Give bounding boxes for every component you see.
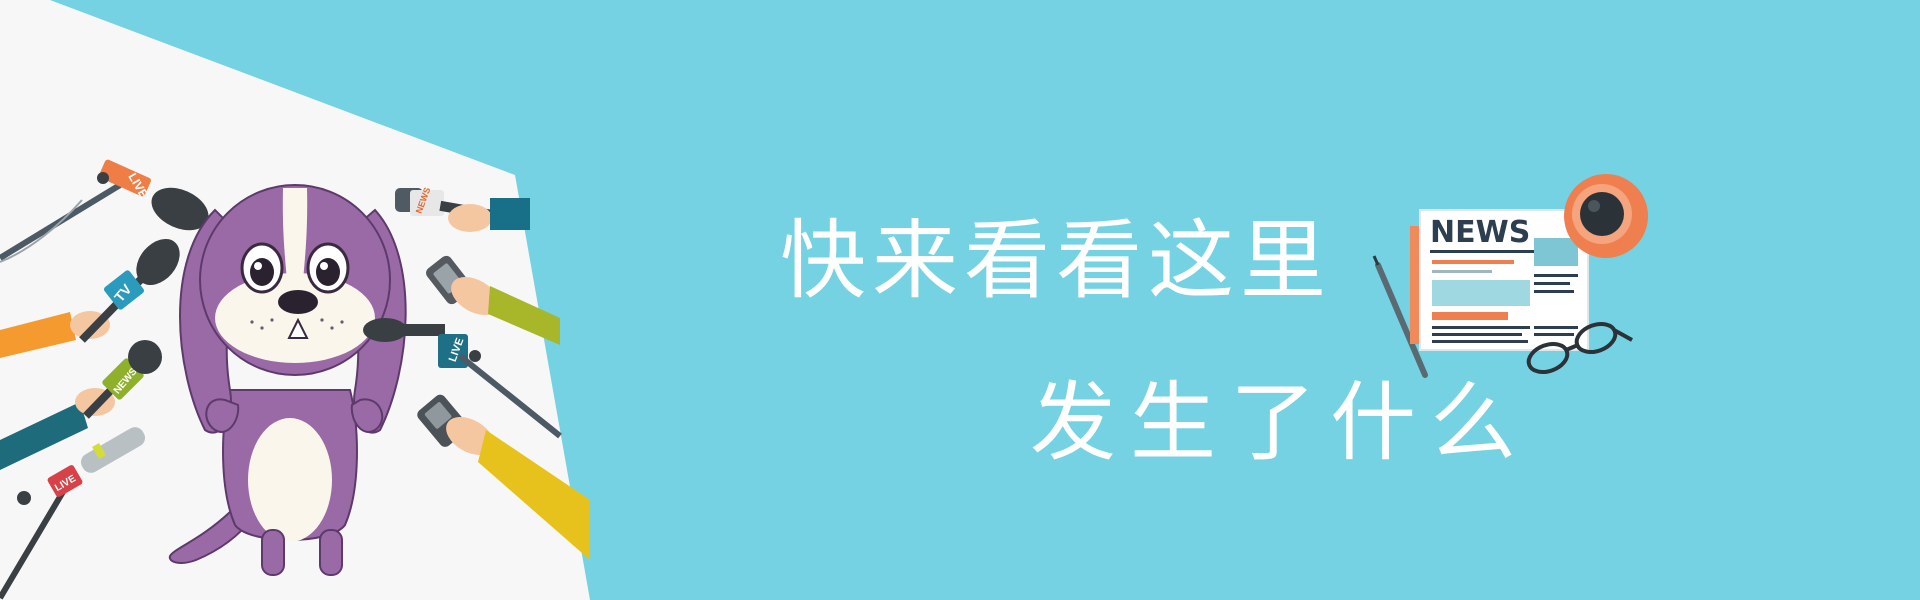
newspaper-masthead: NEWS (1430, 215, 1530, 250)
pencil-icon (1372, 255, 1428, 378)
press-illustration: LIVE NEWS TV (0, 0, 590, 600)
microphone-icon: LIVE (363, 318, 562, 439)
dog-mascot-icon (168, 184, 407, 576)
headline-line-1: 快来看看这里 (780, 211, 1332, 311)
microphone-icon: LIVE (0, 427, 146, 600)
microphone-icon: TV (0, 238, 180, 358)
newspaper-icon: NEWS (1419, 209, 1589, 351)
microphone-icon: NEWS (0, 340, 162, 470)
headline-line-2: 发生了什么 (1030, 373, 1530, 473)
recorder-icon (426, 255, 560, 345)
recorder-icon (417, 394, 590, 560)
glasses-icon (1526, 321, 1633, 375)
microphone-icon: NEWS (395, 186, 530, 232)
coffee-cup-icon (1564, 174, 1648, 258)
newspaper-illustration: NEWS (1372, 174, 1648, 378)
